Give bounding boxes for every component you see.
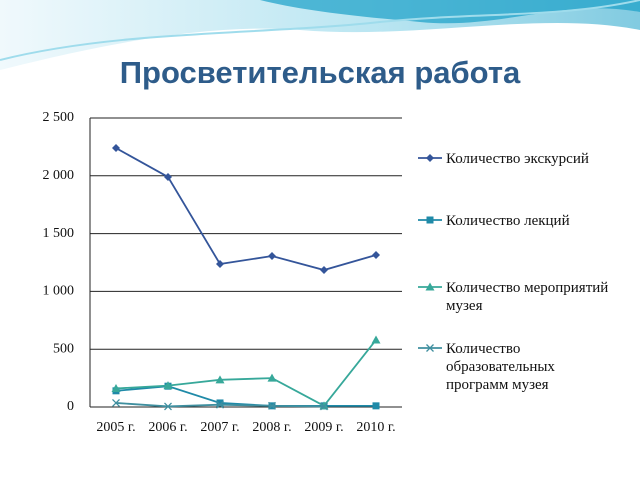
point xyxy=(216,399,224,407)
point xyxy=(216,260,224,269)
point xyxy=(268,252,276,261)
y-tick-label: 1 000 xyxy=(43,284,75,299)
wave-line xyxy=(0,0,640,61)
chart-title: Просветительская работа xyxy=(120,55,521,90)
wave-decoration xyxy=(260,0,640,24)
y-tick-label: 1 500 xyxy=(43,226,75,241)
point xyxy=(426,216,434,224)
x-tick-label: 2006 г. xyxy=(148,420,187,435)
series-line xyxy=(115,339,377,407)
point xyxy=(426,154,434,162)
series-line xyxy=(115,147,377,271)
y-tick-label: 2 000 xyxy=(43,168,75,183)
point xyxy=(268,401,276,410)
y-tick-label: 2 500 xyxy=(43,110,75,125)
x-tick-label: 2005 г. xyxy=(96,420,135,435)
point xyxy=(267,373,277,382)
x-tick-label: 2009 г. xyxy=(304,420,343,435)
point xyxy=(319,401,329,410)
point xyxy=(164,172,172,181)
point xyxy=(372,402,380,410)
point xyxy=(372,250,380,259)
point xyxy=(112,144,120,153)
point xyxy=(112,398,120,407)
legend-label: Количество образовательных программ музе… xyxy=(446,341,555,393)
x-tick-label: 2007 г. xyxy=(200,420,239,435)
x-tick-label: 2010 г. xyxy=(356,420,395,435)
point xyxy=(163,381,173,390)
point xyxy=(371,335,381,344)
legend-label: Количество мероприятий музея xyxy=(446,280,609,314)
point xyxy=(164,402,172,411)
y-tick-label: 500 xyxy=(53,341,74,356)
point xyxy=(425,282,435,291)
legend-label: Количество экскурсий xyxy=(446,151,589,167)
y-tick-label: 0 xyxy=(67,399,74,414)
legend-label: Количество лекций xyxy=(446,213,570,229)
point xyxy=(320,402,328,411)
point xyxy=(215,375,225,384)
x-tick-label: 2008 г. xyxy=(252,420,291,435)
point xyxy=(320,266,328,275)
point xyxy=(426,344,434,352)
point xyxy=(216,400,224,409)
point xyxy=(111,384,121,393)
